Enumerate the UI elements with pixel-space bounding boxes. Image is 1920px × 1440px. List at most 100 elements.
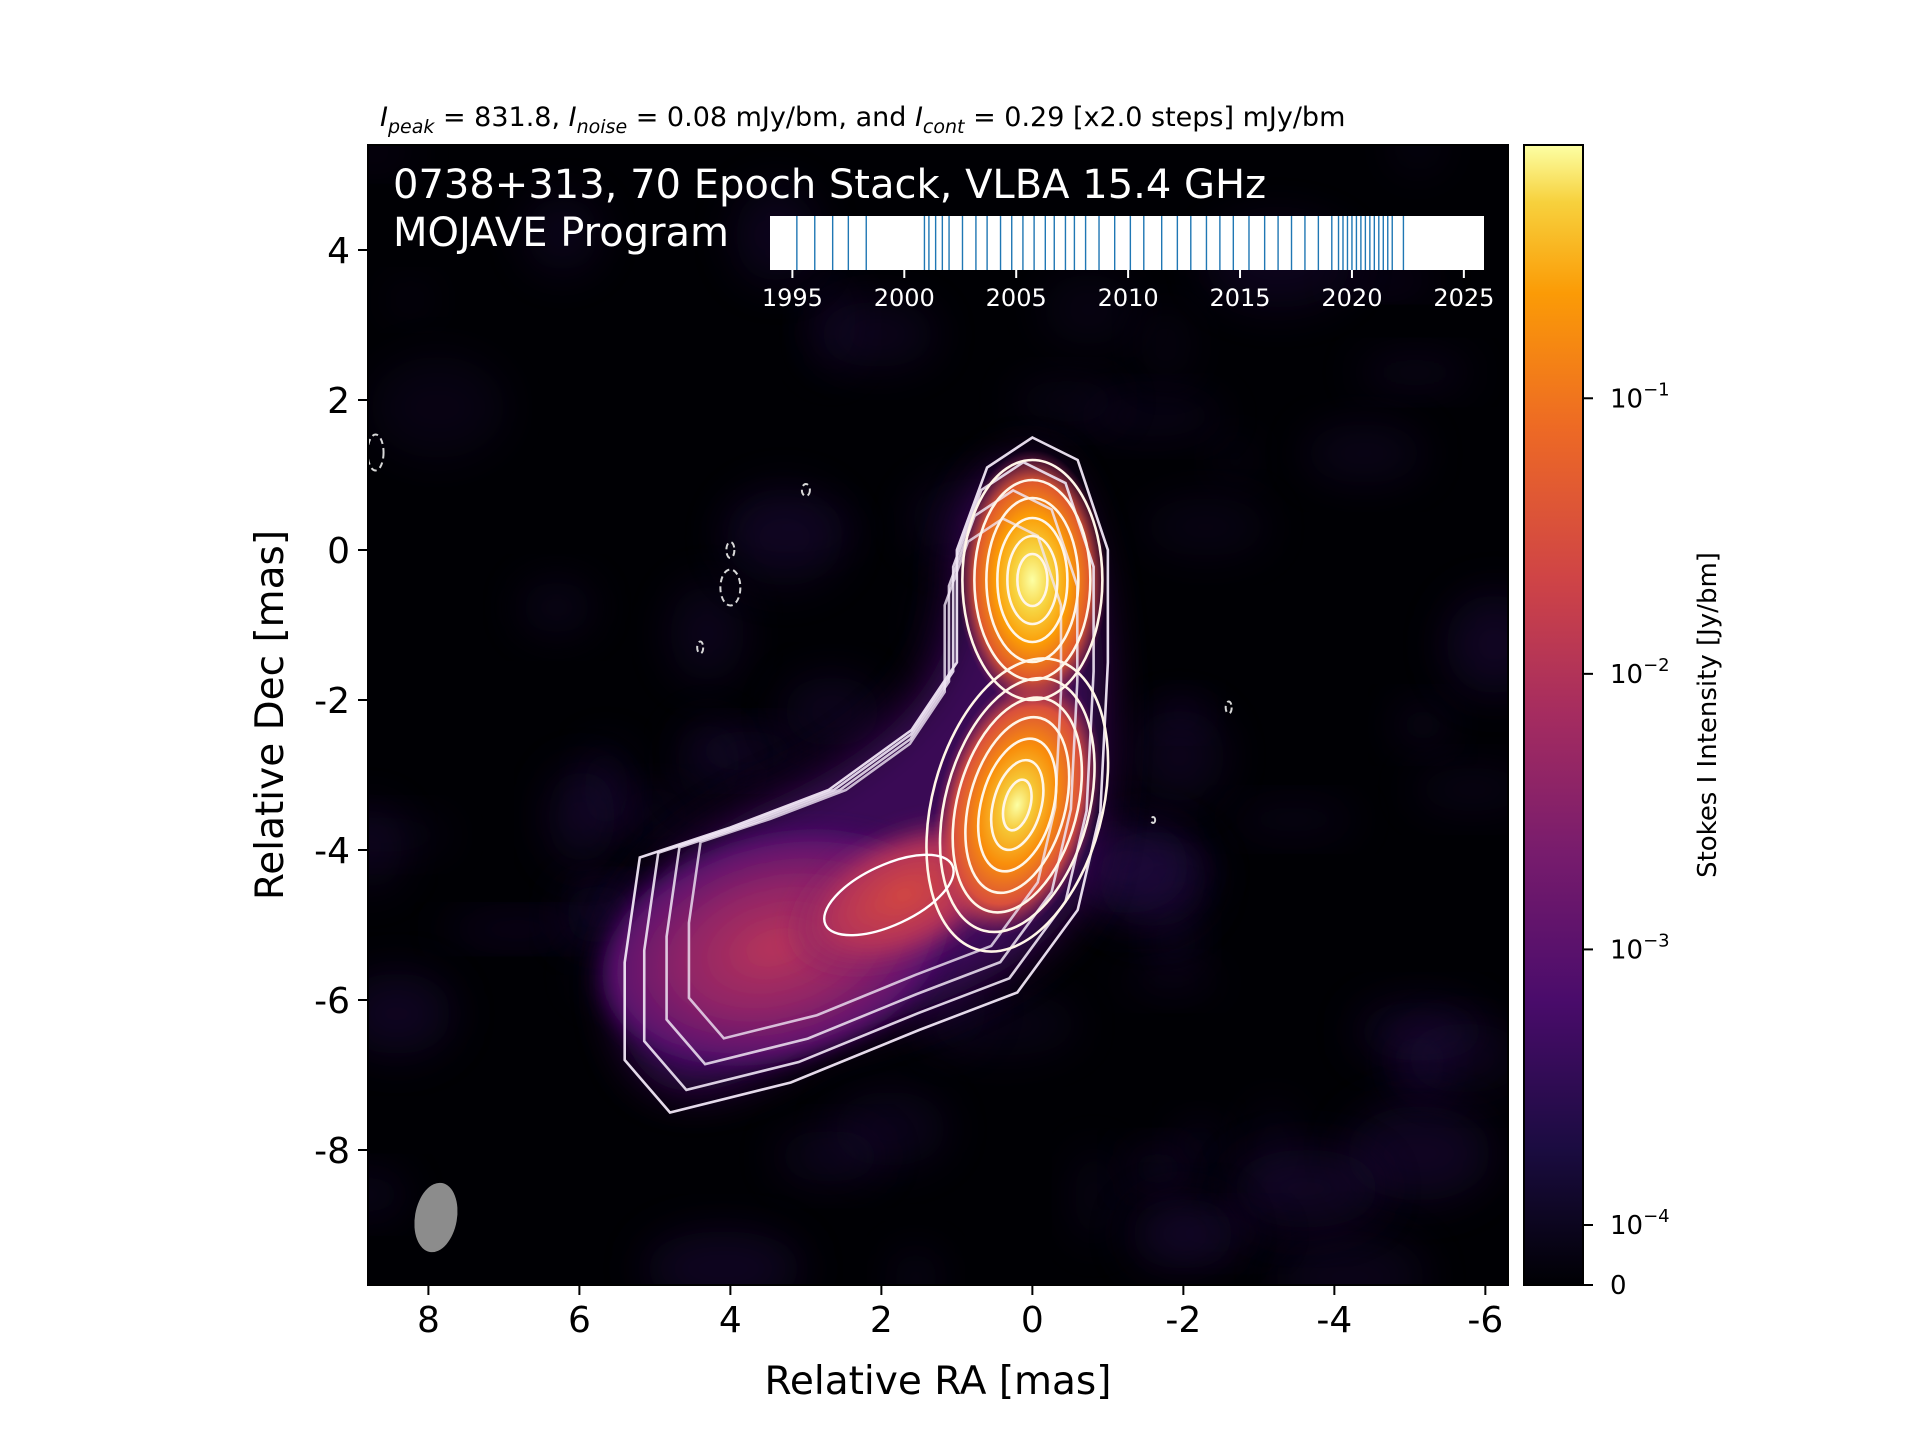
noise-patch xyxy=(776,1130,884,1183)
y-axis: 4 2 0 -2 -4 -6 -8 xyxy=(314,231,368,1172)
contour-line xyxy=(665,488,1079,1066)
beam-ellipse xyxy=(414,1182,458,1253)
timeline-box xyxy=(770,216,1484,270)
noise-patch xyxy=(1302,424,1426,483)
contour-line xyxy=(642,460,1095,1092)
noise-patch xyxy=(891,1249,941,1285)
noise-patch xyxy=(724,488,845,587)
colorbar: 10−110−210−310−40 Stokes I Intensity [Jy… xyxy=(1523,144,1723,1301)
noise-patch xyxy=(1132,709,1226,803)
colorbar-tick-label: 10−3 xyxy=(1610,930,1670,965)
colorbar-gradient xyxy=(1523,144,1584,1286)
timeline-tick-label: 2005 xyxy=(986,284,1047,312)
timeline-tick-label: 2000 xyxy=(874,284,935,312)
contour-line xyxy=(687,517,1063,1040)
noise-patch xyxy=(817,301,937,368)
timeline-tick-label: 2010 xyxy=(1098,284,1159,312)
inner-jet-contour xyxy=(1001,778,1033,832)
intensity-map xyxy=(368,145,1508,1285)
title-noise-symbol: I xyxy=(569,102,577,133)
noise-patch xyxy=(1405,1023,1508,1093)
core-contour xyxy=(1016,552,1049,608)
x-tick-label: -6 xyxy=(1467,1300,1503,1341)
inner-jet-contour xyxy=(976,737,1058,873)
colorbar-tick-label: 10−1 xyxy=(1610,379,1670,414)
inner-jet-contour xyxy=(989,758,1045,852)
source-annotation: 0738+313, 70 Epoch Stack, VLBA 15.4 GHz xyxy=(393,162,1266,208)
y-tick-label: 2 xyxy=(327,381,350,422)
noise-patch xyxy=(782,676,882,747)
x-tick-label: -2 xyxy=(1165,1300,1201,1341)
noise-patch xyxy=(526,196,599,272)
y-tick-label: -8 xyxy=(314,1131,350,1172)
x-tick-label: 8 xyxy=(417,1300,440,1341)
plot-frame xyxy=(367,144,1509,1286)
noise-patch xyxy=(385,283,436,317)
title-noise-subscript: noise xyxy=(577,116,628,138)
epoch-lines xyxy=(796,216,1405,270)
noise-patch xyxy=(368,145,418,168)
epoch-timeline: 1995 2000 2005 2010 2015 2020 2025 xyxy=(762,216,1494,312)
program-annotation: MOJAVE Program xyxy=(393,210,729,256)
colorbar-tick-base: 10 xyxy=(1610,384,1643,414)
noise-patch xyxy=(368,972,453,1055)
colorbar-tick-exponent: −1 xyxy=(1643,379,1670,400)
negative-contour xyxy=(719,568,742,607)
colorbar-tick-base: 0 xyxy=(1610,1271,1627,1301)
title-peak-value: = 831.8, xyxy=(434,102,568,133)
y-tick-label: -4 xyxy=(314,831,350,872)
noise-patch xyxy=(1356,355,1474,390)
noise-patch xyxy=(1041,273,1137,346)
y-axis-label: Relative Dec [mas] xyxy=(248,530,293,900)
title-cont-symbol: I xyxy=(915,102,923,133)
colorbar-tick-label: 10−2 xyxy=(1610,655,1670,690)
bridge-contour xyxy=(823,853,955,937)
negative-contour xyxy=(800,483,811,497)
x-axis-label: Relative RA [mas] xyxy=(765,1359,1112,1404)
negative-contour xyxy=(1224,700,1233,715)
noise-patch xyxy=(368,1174,406,1216)
noise-background xyxy=(368,145,1508,1285)
noise-patch xyxy=(1338,267,1437,293)
noise-patch xyxy=(1127,1148,1189,1190)
colorbar-tick-base: 10 xyxy=(1610,1211,1643,1241)
timeline-tick-label: 2020 xyxy=(1321,284,1382,312)
noise-patch xyxy=(443,915,591,943)
core-contour xyxy=(996,516,1069,644)
noise-patch xyxy=(1231,1149,1381,1228)
timeline-tick-label: 2015 xyxy=(1209,284,1270,312)
title-noise-value: = 0.08 mJy/bm, and xyxy=(627,102,915,133)
noise-patch xyxy=(676,721,741,804)
title-cont-value: = 0.29 [x2.0 steps] mJy/bm xyxy=(964,102,1345,133)
noise-patch xyxy=(1130,1198,1236,1270)
noise-patch xyxy=(1395,704,1451,746)
y-tick-label: -6 xyxy=(314,981,350,1022)
noise-patch xyxy=(1012,379,1122,424)
noise-patch xyxy=(613,788,696,840)
colorbar-tick-base: 10 xyxy=(1610,935,1643,965)
noise-patch xyxy=(547,768,616,865)
x-tick-label: -4 xyxy=(1316,1300,1352,1341)
noise-patch xyxy=(1445,594,1508,695)
x-axis: 8 6 4 2 0 -2 -4 -6 xyxy=(417,1285,1503,1341)
noise-patch xyxy=(1389,145,1446,175)
noise-patch xyxy=(643,1231,803,1285)
core-contour xyxy=(985,496,1080,664)
colorbar-tick-exponent: −2 xyxy=(1643,655,1670,676)
chart-title: Ipeak = 831.8, Inoise = 0.08 mJy/bm, and… xyxy=(380,102,1345,138)
title-peak-symbol: I xyxy=(380,102,388,133)
colorbar-tick-base: 10 xyxy=(1610,660,1643,690)
core-contour xyxy=(961,458,1104,702)
y-tick-label: 4 xyxy=(327,231,350,272)
negative-contour xyxy=(725,541,736,559)
noise-patch xyxy=(369,356,507,459)
x-tick-label: 2 xyxy=(870,1300,893,1341)
x-tick-label: 4 xyxy=(719,1300,742,1341)
noise-patch xyxy=(1345,1105,1493,1201)
colorbar-tick-exponent: −4 xyxy=(1643,1206,1670,1227)
title-peak-subscript: peak xyxy=(387,116,435,138)
y-tick-label: -2 xyxy=(314,681,350,722)
negative-contour xyxy=(368,433,385,472)
noise-patch xyxy=(519,580,594,634)
